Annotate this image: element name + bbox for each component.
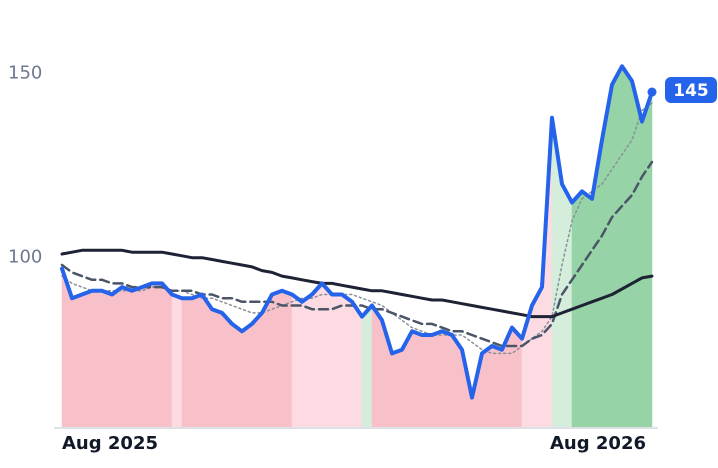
last-value-badge bbox=[665, 77, 717, 104]
price-area bbox=[301, 293, 313, 428]
price-area bbox=[531, 287, 543, 428]
price-area bbox=[491, 345, 503, 428]
x-tick-label: Aug 2025 bbox=[62, 433, 158, 454]
series-line bbox=[60, 248, 654, 319]
price-area bbox=[131, 286, 143, 428]
price-area bbox=[421, 334, 433, 428]
price-area bbox=[391, 349, 403, 428]
price-area bbox=[291, 293, 303, 428]
price-area bbox=[411, 330, 423, 428]
price-area bbox=[71, 294, 83, 428]
price-area bbox=[641, 91, 653, 428]
price-area bbox=[511, 326, 523, 428]
price-area bbox=[251, 312, 263, 428]
price-area bbox=[221, 312, 233, 428]
price-area bbox=[621, 65, 633, 428]
price-area bbox=[431, 330, 443, 428]
price-area bbox=[161, 282, 173, 428]
price-area bbox=[321, 282, 333, 428]
price-area bbox=[211, 308, 223, 428]
price-area bbox=[101, 290, 113, 428]
y-tick-label: 100 bbox=[8, 247, 42, 268]
price-area bbox=[581, 190, 593, 428]
price-area bbox=[231, 323, 243, 428]
y-tick-label: 150 bbox=[8, 63, 42, 84]
price-area bbox=[111, 286, 123, 428]
price-area bbox=[371, 304, 383, 428]
price-area bbox=[151, 283, 163, 428]
price-area bbox=[271, 290, 283, 428]
x-tick-label: Aug 2026 bbox=[550, 433, 646, 454]
price-area bbox=[561, 183, 573, 428]
last-point bbox=[647, 87, 657, 97]
price-area bbox=[261, 294, 273, 428]
price-area bbox=[171, 294, 183, 428]
price-area bbox=[481, 345, 493, 428]
series-line bbox=[60, 160, 654, 348]
price-area bbox=[361, 304, 373, 428]
price-area bbox=[281, 290, 293, 428]
price-area bbox=[191, 294, 203, 428]
price-area bbox=[81, 290, 93, 428]
price-area bbox=[121, 286, 133, 428]
price-area bbox=[201, 293, 213, 428]
price-area bbox=[351, 301, 363, 428]
price-area bbox=[611, 66, 623, 428]
price-area bbox=[141, 283, 153, 428]
price-area bbox=[91, 290, 103, 428]
price-area bbox=[241, 323, 253, 428]
price-area bbox=[181, 297, 193, 428]
series-line bbox=[60, 64, 654, 400]
last-value-label: 145 bbox=[673, 81, 709, 101]
price-area bbox=[311, 282, 323, 428]
price-area bbox=[441, 330, 453, 428]
price-area bbox=[631, 80, 643, 428]
price-area bbox=[341, 293, 353, 428]
price-area bbox=[331, 294, 343, 428]
